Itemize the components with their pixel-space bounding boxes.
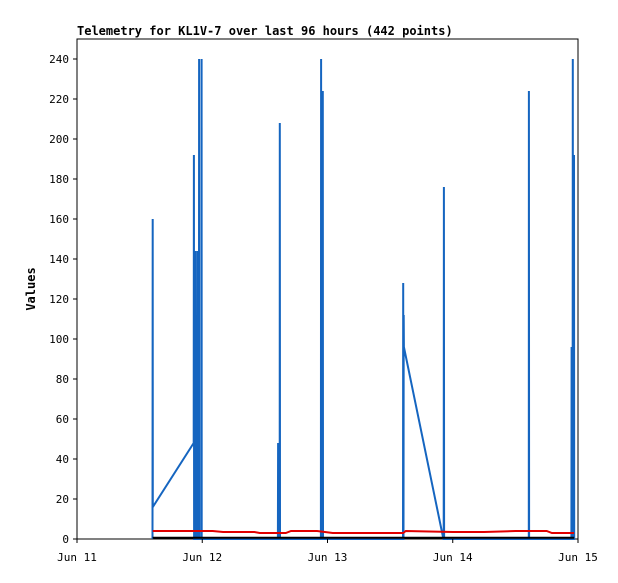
y-tick-label: 0 [62, 533, 69, 546]
plot-area [76, 38, 579, 540]
y-axis-label: Values [24, 267, 38, 310]
x-tick-label: Jun 14 [433, 551, 473, 564]
y-tick-label: 180 [49, 173, 69, 186]
x-axis: Jun 11 Jun 12 Jun 13 Jun 14 Jun 15 [57, 539, 598, 564]
y-tick-label: 160 [49, 213, 69, 226]
chart-title: Telemetry for KL1V-7 over last 96 hours … [77, 24, 453, 38]
y-axis: 0 20 40 60 80 100 120 140 160 180 200 220 240 [49, 53, 77, 546]
x-tick-label: Jun 15 [558, 551, 598, 564]
y-tick-label: 200 [49, 133, 69, 146]
series-layer [151, 58, 576, 540]
series-line-2 [152, 529, 575, 534]
y-tick-label: 60 [56, 413, 69, 426]
y-tick-label: 220 [49, 93, 69, 106]
x-tick-label: Jun 13 [308, 551, 348, 564]
y-tick-label: 140 [49, 253, 69, 266]
x-tick-label: Jun 11 [57, 551, 97, 564]
y-tick-label: 100 [49, 333, 69, 346]
y-tick-label: 40 [56, 453, 69, 466]
series-line-1 [151, 58, 576, 540]
y-tick-label: 240 [49, 53, 69, 66]
x-tick-label: Jun 12 [182, 551, 222, 564]
y-tick-label: 80 [56, 373, 69, 386]
y-tick-label: 20 [56, 493, 69, 506]
y-tick-label: 120 [49, 293, 69, 306]
